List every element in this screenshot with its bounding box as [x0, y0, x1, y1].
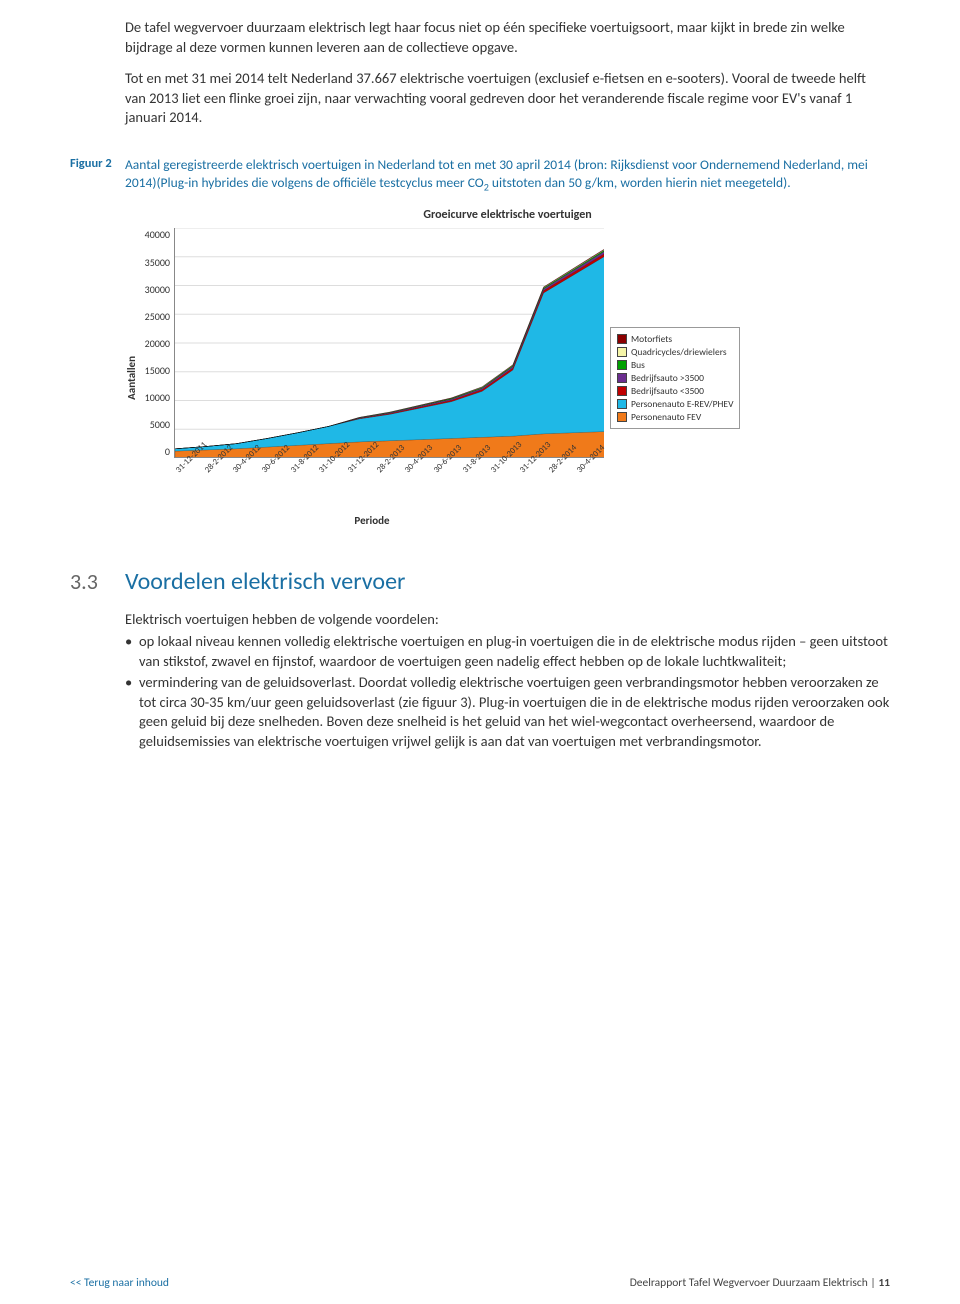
legend-label: Personenauto FEV: [631, 411, 701, 423]
list-item: op lokaal niveau kennen volledig elektri…: [125, 632, 890, 671]
ytick-label: 30000: [140, 283, 170, 296]
footer-right-text: Deelrapport Tafel Wegvervoer Duurzaam El…: [630, 1276, 879, 1290]
figure-2-caption: Aantal geregistreerde elektrisch voertui…: [125, 156, 890, 195]
ytick-label: 10000: [140, 391, 170, 404]
legend-item: Bedrijfsauto <3500: [617, 385, 733, 397]
legend-label: Motorfiets: [631, 333, 672, 345]
figure-2-caption-b: uitstoten dan 50 g/km, worden hierin nie…: [489, 174, 791, 191]
section-3-3-bullet-list: op lokaal niveau kennen volledig elektri…: [125, 632, 890, 751]
legend-item: Bedrijfsauto >3500: [617, 372, 733, 384]
chart-ylabel: Aantallen: [125, 356, 138, 400]
legend-item: Bus: [617, 359, 733, 371]
legend-label: Bus: [631, 359, 645, 371]
ytick-label: 35000: [140, 256, 170, 269]
chart-container: Groeicurve elektrische voertuigen Aantal…: [125, 208, 890, 527]
legend-swatch: [617, 386, 627, 396]
page-footer: << Terug naar inhoud Deelrapport Tafel W…: [0, 1276, 960, 1290]
legend-swatch: [617, 412, 627, 422]
legend-item: Personenauto FEV: [617, 411, 733, 423]
legend-swatch: [617, 334, 627, 344]
back-to-contents-link[interactable]: << Terug naar inhoud: [70, 1276, 169, 1290]
footer-report-title: Deelrapport Tafel Wegvervoer Duurzaam El…: [630, 1276, 890, 1290]
legend-label: Bedrijfsauto >3500: [631, 372, 704, 384]
list-item: vermindering van de geluidsoverlast. Doo…: [125, 673, 890, 751]
figure-2-label: Figuur 2: [70, 156, 125, 195]
ytick-label: 20000: [140, 337, 170, 350]
legend-swatch: [617, 360, 627, 370]
chart-yticks: 0 5000 10000 15000 20000 25000 30000 35000 40000: [140, 228, 174, 458]
ytick-label: 40000: [140, 228, 170, 241]
figure-2-caption-row: Figuur 2 Aantal geregistreerde elektrisc…: [70, 156, 890, 195]
chart-xticks: 31-12-201128-2-201230-4-201230-6-201231-…: [140, 458, 604, 512]
legend-label: Personenauto E-REV/PHEV: [631, 398, 733, 410]
legend-swatch: [617, 373, 627, 383]
footer-page-number: 11: [878, 1276, 890, 1290]
chart-legend: MotorfietsQuadricycles/driewielersBusBed…: [610, 327, 740, 429]
chart-plot: [174, 228, 604, 458]
section-3-3-lead: Elektrisch voertuigen hebben de volgende…: [125, 610, 890, 630]
legend-swatch: [617, 399, 627, 409]
xtick-label: 30-4-2014: [575, 468, 613, 506]
chart-xlabel: Periode: [140, 514, 604, 527]
ytick-label: 5000: [140, 418, 170, 431]
section-3-3-heading: 3.3 Voordelen elektrisch vervoer: [70, 567, 890, 596]
legend-label: Bedrijfsauto <3500: [631, 385, 704, 397]
section-3-3-title: Voordelen elektrisch vervoer: [125, 567, 405, 596]
legend-item: Quadricycles/driewielers: [617, 346, 733, 358]
paragraph-2: Tot en met 31 mei 2014 telt Nederland 37…: [125, 69, 890, 128]
chart-title: Groeicurve elektrische voertuigen: [125, 208, 890, 222]
ytick-label: 25000: [140, 310, 170, 323]
paragraph-1: De tafel wegvervoer duurzaam elektrisch …: [125, 18, 890, 57]
legend-swatch: [617, 347, 627, 357]
ytick-label: 15000: [140, 364, 170, 377]
legend-label: Quadricycles/driewielers: [631, 346, 727, 358]
legend-item: Personenauto E-REV/PHEV: [617, 398, 733, 410]
ytick-label: 0: [140, 445, 170, 458]
legend-item: Motorfiets: [617, 333, 733, 345]
section-3-3-number: 3.3: [70, 568, 125, 595]
